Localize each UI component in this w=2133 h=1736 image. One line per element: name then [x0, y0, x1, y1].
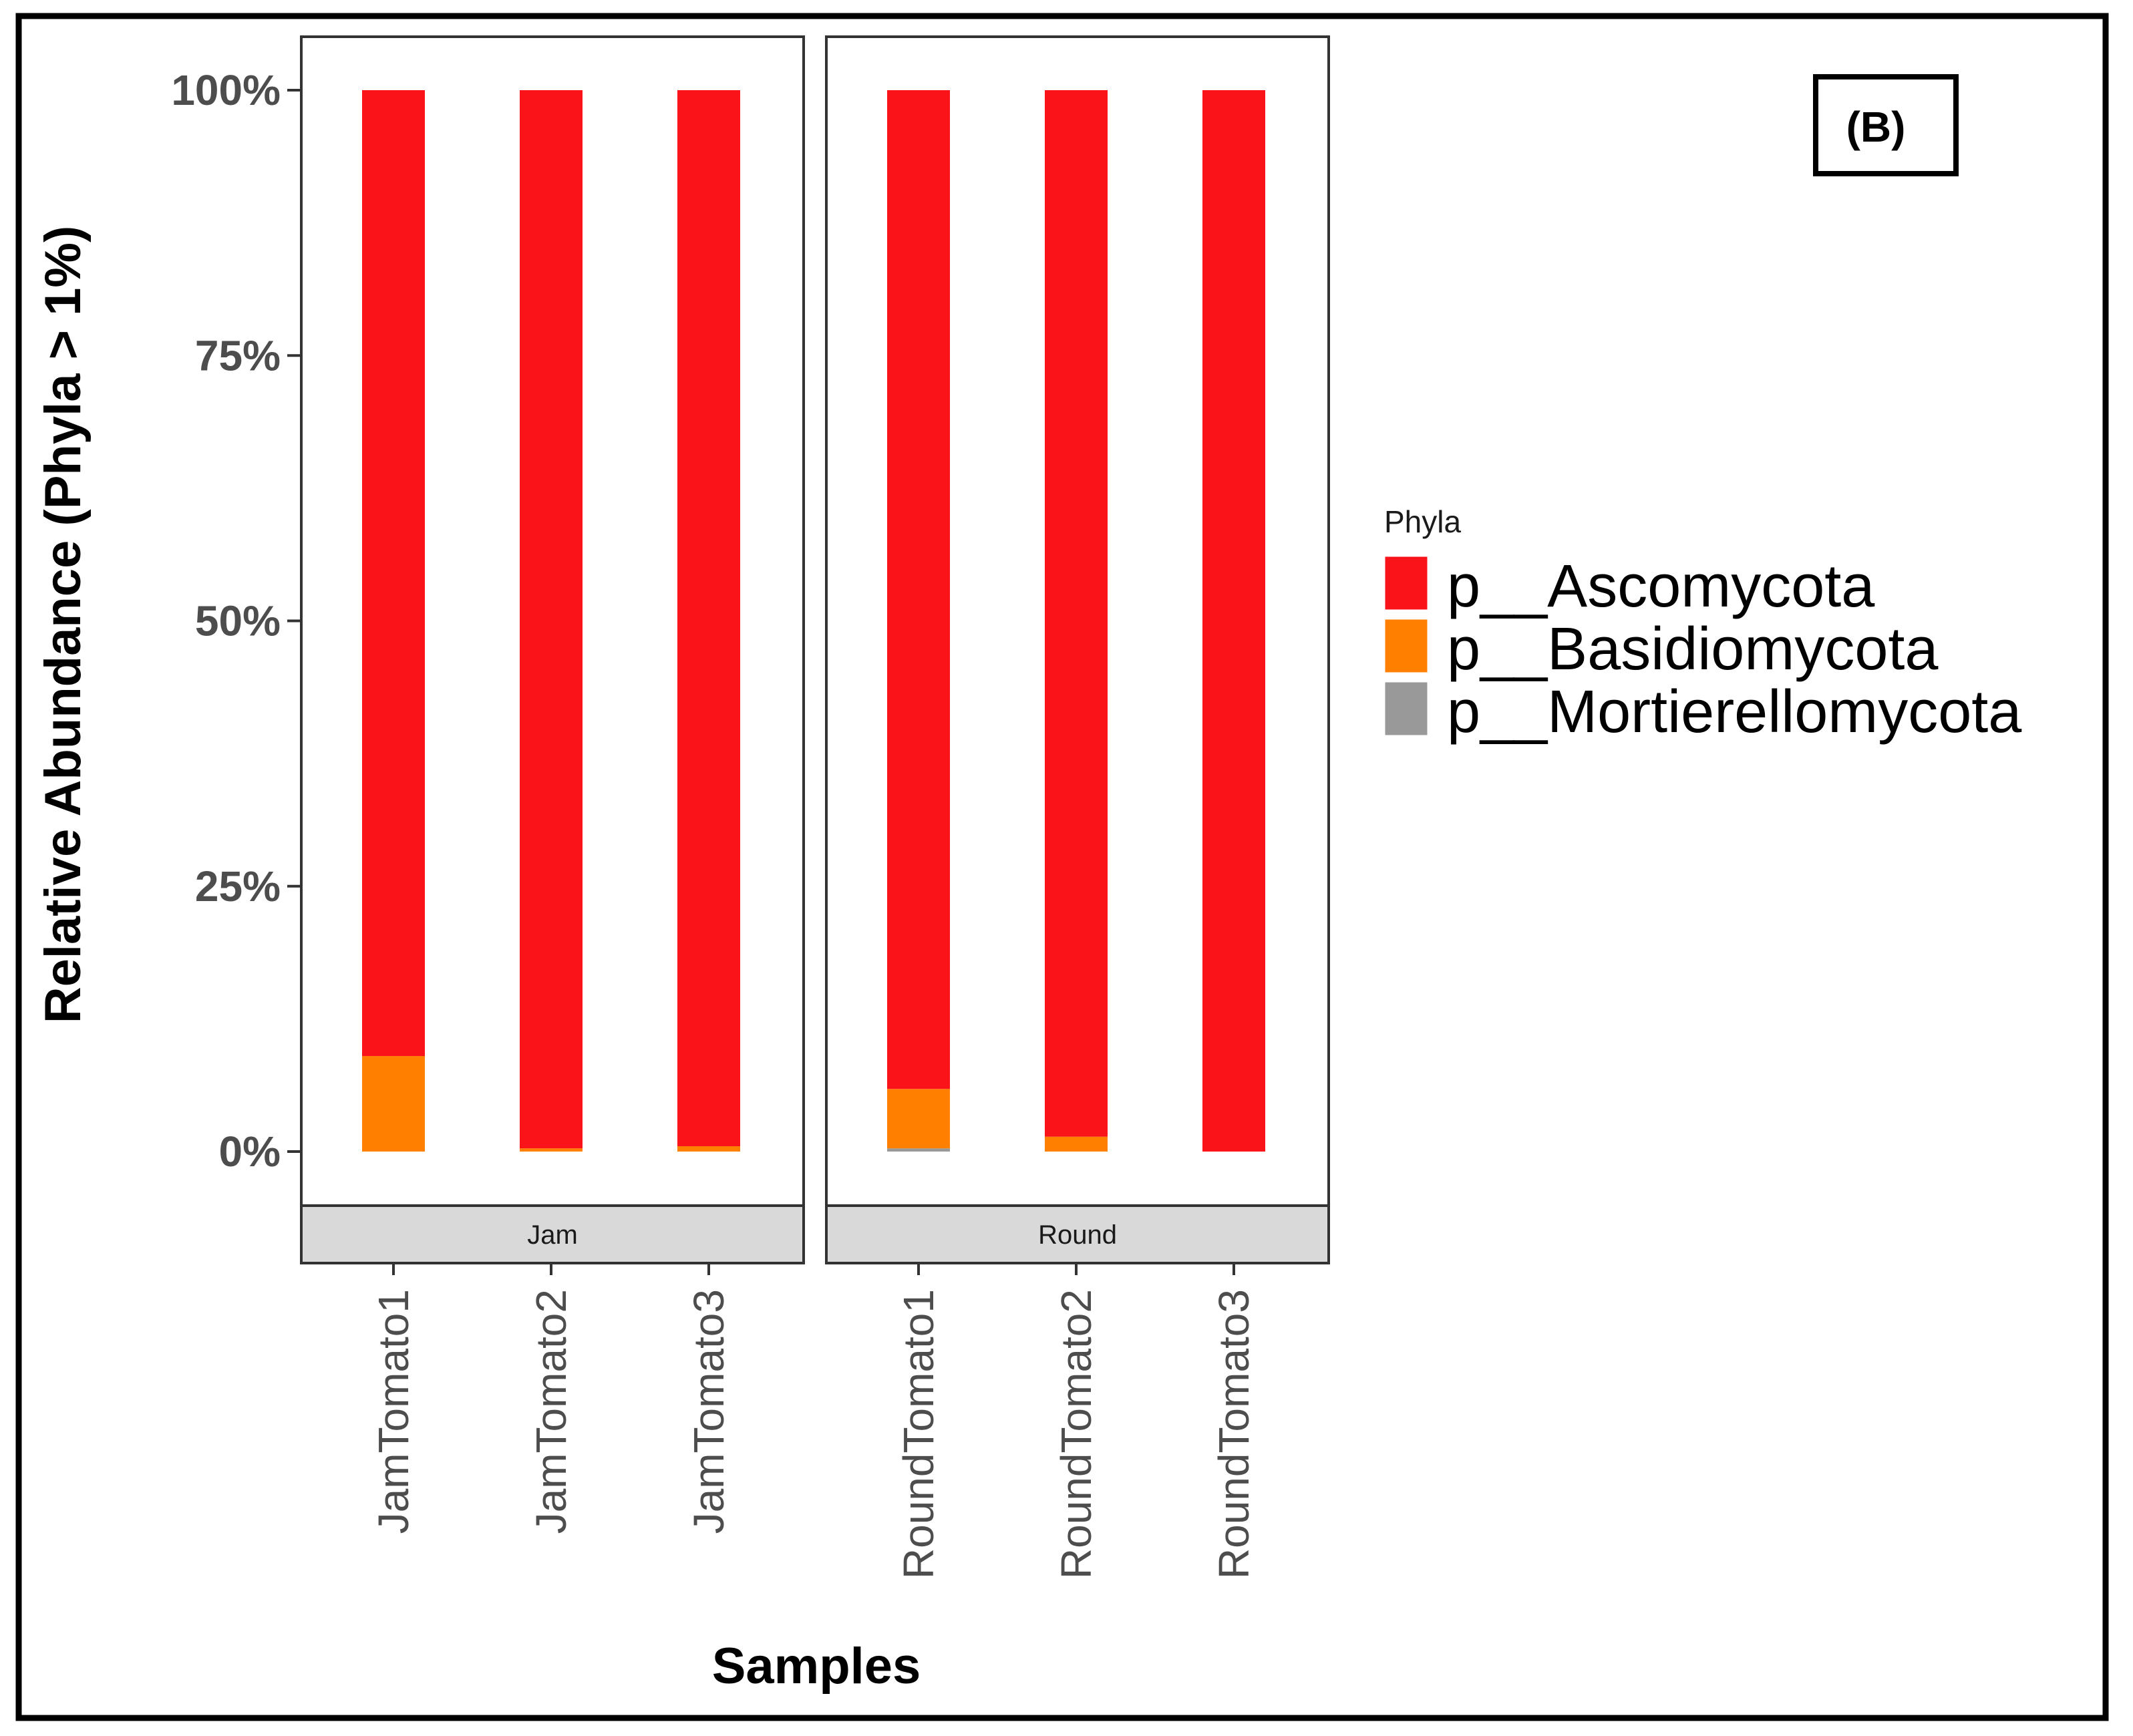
x-tick-label: RoundTomato2	[1052, 1289, 1100, 1579]
y-axis: 0% 25% 50% 75% 100%	[171, 66, 301, 1176]
y-tick-label: 0%	[219, 1127, 281, 1176]
legend-title: Phyla	[1384, 504, 1461, 539]
facet-strip	[825, 1204, 1330, 1264]
facet-panel-jam: Jam	[300, 35, 805, 1264]
bar-segment-RoundTomato1-p-basidiomycota	[887, 1089, 950, 1149]
x-tick-label: JamTomato1	[369, 1289, 418, 1534]
legend-key	[1383, 680, 1430, 737]
legend-label: p__Mortierellomycota	[1447, 679, 2022, 745]
x-axis-title: Samples	[712, 1638, 921, 1695]
bar-segment-RoundTomato1-p-mortierellomycota	[887, 1148, 950, 1152]
bar-segment-RoundTomato2-p-ascomycota	[1045, 90, 1108, 1137]
facet-panels: Jam Round	[300, 35, 1330, 1264]
y-tick-label: 25%	[195, 862, 281, 910]
bar-segment-RoundTomato3-p-ascomycota	[1202, 90, 1265, 1152]
x-tick-label: RoundTomato3	[1210, 1289, 1258, 1579]
bar-segment-JamTomato3-p-basidiomycota	[677, 1146, 740, 1152]
y-tick-label: 75%	[195, 331, 281, 379]
panel-label-box	[1813, 74, 1959, 176]
y-axis-title: Relative Abundance (Phyla > 1%)	[35, 226, 92, 1024]
x-tick-label: JamTomato2	[527, 1289, 575, 1534]
bar-segment-JamTomato2-p-ascomycota	[520, 90, 583, 1149]
legend: Phyla p__Ascomycotap__Basidiomycotap__Mo…	[1383, 504, 2022, 745]
panel-label: (B)	[1846, 103, 1906, 151]
legend-key	[1383, 554, 1430, 612]
y-tick-label: 100%	[171, 66, 281, 114]
bar-segment-RoundTomato1-p-ascomycota	[887, 90, 950, 1089]
y-tick-label: 50%	[195, 597, 281, 645]
x-tick-label: RoundTomato1	[894, 1289, 943, 1579]
legend-key	[1383, 617, 1430, 675]
bar-segment-JamTomato1-p-ascomycota	[362, 90, 425, 1056]
facet-panel-round: Round	[825, 35, 1330, 1264]
x-axis: JamTomato1 JamTomato2 JamTomato3 RoundTomat…	[369, 1263, 1258, 1579]
bar-segment-JamTomato2-p-basidiomycota	[520, 1148, 583, 1152]
bar-segment-JamTomato1-p-basidiomycota	[362, 1055, 425, 1152]
bar-segment-RoundTomato2-p-basidiomycota	[1045, 1136, 1108, 1152]
legend-label: p__Ascomycota	[1447, 553, 1875, 620]
facet-strip-label: Round	[1038, 1220, 1117, 1250]
facet-strip-label: Jam	[527, 1220, 578, 1250]
legend-label: p__Basidiomycota	[1447, 616, 1939, 683]
bar-segment-JamTomato3-p-ascomycota	[677, 90, 740, 1147]
x-tick-label: JamTomato3	[685, 1289, 733, 1534]
